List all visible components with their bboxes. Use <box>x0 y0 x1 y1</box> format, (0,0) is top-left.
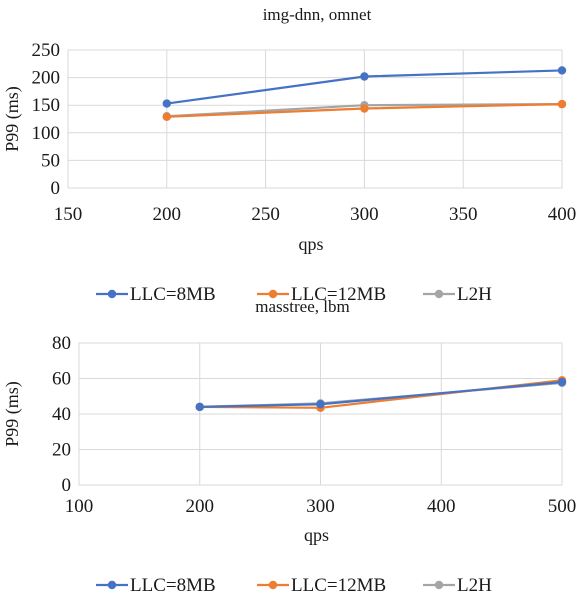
chart0-point-llc-8mb-1 <box>360 72 369 81</box>
chart1-x-axis-label: qps <box>304 525 329 545</box>
chart0-legend-marker-llc-8mb <box>107 289 117 299</box>
chart0-legend-label-l2h: L2H <box>457 284 492 305</box>
chart1-xtick-label-0: 100 <box>65 496 94 517</box>
chart0-plot-frame <box>67 49 563 189</box>
chart1-legend-marker-llc-12mb <box>268 580 278 590</box>
chart0-legend-label-llc-8mb: LLC=8MB <box>130 284 216 305</box>
chart0-ytick-label-4: 200 <box>32 68 61 89</box>
chart0-xtick-label-0: 150 <box>54 204 83 225</box>
chart1-point-llc-8mb-2 <box>557 377 567 387</box>
chart1-ytick-label-2: 40 <box>52 404 71 425</box>
chart1-ytick-label-3: 60 <box>52 369 71 390</box>
chart-masstree-lbm: masstree, lbm 0 20 40 60 80 100 200 300 400 500 qps… <box>2 297 576 596</box>
chart0-ytick-label-2: 100 <box>32 123 61 144</box>
chart0-legend-marker-llc-12mb <box>268 289 278 299</box>
chart0-xtick-label-5: 400 <box>548 204 577 225</box>
chart-img-dnn-omnet: img-dnn, omnet 0 50 100 150 200 250 150 200 250 30… <box>2 5 576 305</box>
chart1-xtick-label-3: 400 <box>427 496 456 517</box>
chart0-point-llc-8mb-0 <box>162 99 171 108</box>
chart0-ytick-label-3: 150 <box>32 95 61 116</box>
chart0-xtick-label-2: 250 <box>251 204 280 225</box>
chart1-legend-label-llc-8mb: LLC=8MB <box>130 575 216 596</box>
chart0-legend-marker-l2h <box>434 289 444 299</box>
chart0-point-llc-12mb-2 <box>557 99 567 109</box>
chart0-point-llc-8mb-2 <box>557 66 567 75</box>
chart1-legend-marker-l2h <box>434 580 444 590</box>
chart0-ytick-label-5: 250 <box>32 40 61 61</box>
chart1-series-line-llc-12mb <box>199 379 563 409</box>
chart1-xtick-label-2: 300 <box>306 496 335 517</box>
chart1-y-axis-label: P99 (ms) <box>2 381 23 447</box>
chart1-plot-frame <box>78 342 563 486</box>
chart1-ytick-label-1: 20 <box>52 440 71 461</box>
chart1-legend-label-llc-12mb: LLC=12MB <box>291 575 386 596</box>
chart0-ytick-label-0: 0 <box>51 178 61 199</box>
chart0-xtick-label-1: 200 <box>153 204 182 225</box>
chart0-xtick-label-3: 300 <box>350 204 379 225</box>
chart1-xtick-label-1: 200 <box>186 496 215 517</box>
chart0-legend-label-llc-12mb: LLC=12MB <box>291 284 386 305</box>
chart1-ytick-label-4: 80 <box>52 333 71 354</box>
chart0-title: img-dnn, omnet <box>263 5 372 24</box>
chart1-title: masstree, lbm <box>255 297 349 316</box>
chart1-xtick-label-4: 500 <box>548 496 577 517</box>
chart1-legend-marker-llc-8mb <box>107 580 117 590</box>
chart0-x-axis-label: qps <box>298 234 323 254</box>
chart0-y-axis-label: P99 (ms) <box>2 86 23 152</box>
chart1-point-llc-8mb-0 <box>195 402 204 412</box>
chart0-xtick-label-4: 350 <box>449 204 478 225</box>
chart1-ytick-label-0: 0 <box>62 475 72 496</box>
chart0-point-llc-12mb-0 <box>162 112 171 121</box>
chart0-ytick-label-1: 50 <box>41 150 60 171</box>
chart0-point-llc-12mb-1 <box>360 104 369 113</box>
chart1-point-llc-8mb-1 <box>316 400 325 409</box>
chart1-legend-label-l2h: L2H <box>457 575 492 596</box>
